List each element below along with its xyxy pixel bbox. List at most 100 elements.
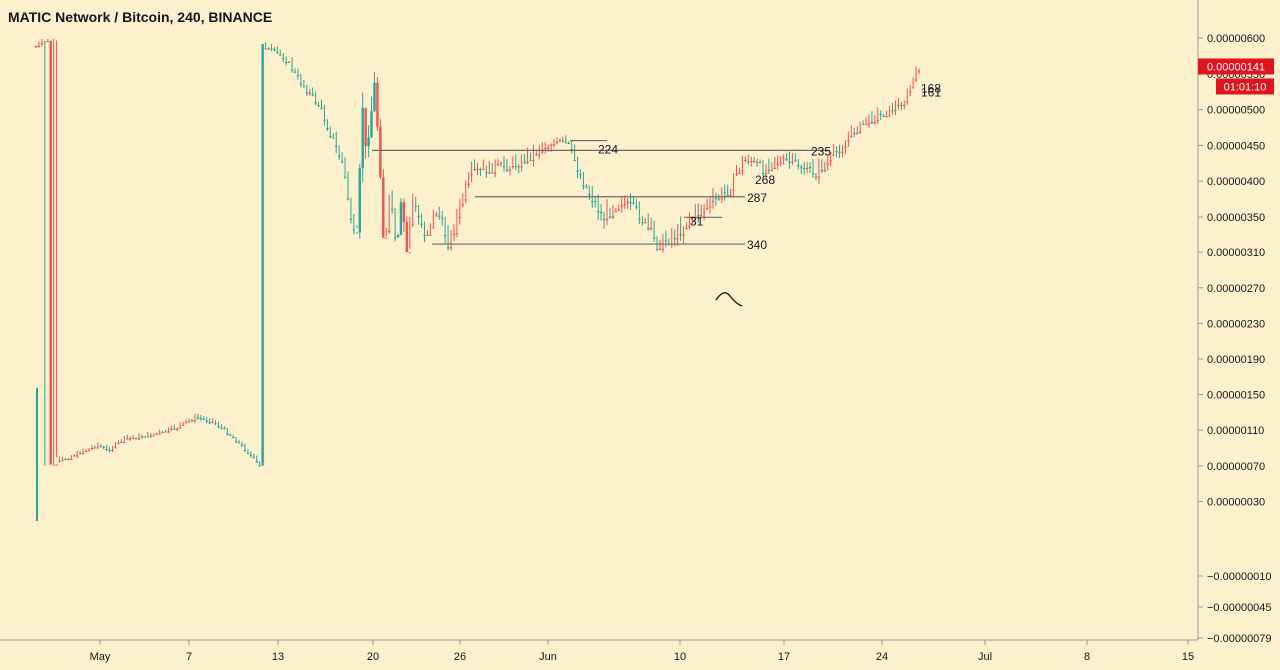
candle-body bbox=[594, 201, 597, 203]
y-tick-label: −0.00000045 bbox=[1207, 602, 1272, 614]
candle-body bbox=[220, 427, 223, 429]
candle-body bbox=[832, 154, 835, 156]
candle-body bbox=[455, 233, 459, 235]
candle-body bbox=[337, 155, 341, 157]
x-tick-label: 24 bbox=[876, 651, 888, 663]
candle-body bbox=[903, 104, 906, 106]
candle-body bbox=[370, 111, 373, 138]
candle-body bbox=[664, 240, 668, 242]
y-tick-label: 0.00000030 bbox=[1207, 496, 1265, 508]
candle-body bbox=[697, 215, 700, 217]
candle-body bbox=[84, 450, 88, 452]
candle-body bbox=[726, 195, 729, 197]
chart-title: MATIC Network / Bitcoin, 240, BINANCE bbox=[8, 9, 273, 25]
y-tick-label: 0.00000190 bbox=[1207, 354, 1265, 366]
candle-body bbox=[376, 82, 379, 127]
candle-body bbox=[199, 418, 203, 420]
candle-body bbox=[284, 61, 288, 63]
candle-body bbox=[620, 205, 623, 207]
level-label: 31 bbox=[690, 214, 704, 228]
candle-body bbox=[346, 198, 350, 200]
candle-body bbox=[652, 237, 656, 239]
candle-body bbox=[164, 431, 167, 433]
candle-body bbox=[647, 228, 650, 230]
candle-body bbox=[305, 92, 308, 94]
candle-body bbox=[541, 151, 544, 153]
candle-body bbox=[649, 228, 653, 230]
candle-body bbox=[367, 137, 370, 147]
candle-body bbox=[488, 172, 491, 174]
candle-body bbox=[567, 143, 570, 145]
candle-body bbox=[261, 43, 264, 466]
candle-body bbox=[317, 105, 320, 107]
candle-body bbox=[287, 61, 291, 63]
candle-body bbox=[735, 173, 738, 175]
candle-body bbox=[835, 151, 838, 153]
candle-body bbox=[538, 154, 541, 156]
candle-body bbox=[155, 433, 158, 435]
candle-body bbox=[779, 162, 782, 164]
candle-body bbox=[396, 234, 400, 238]
candle-body bbox=[888, 115, 891, 117]
candle-body bbox=[46, 41, 49, 43]
candle-body bbox=[626, 201, 629, 203]
candle-body bbox=[617, 209, 620, 211]
candle-body bbox=[505, 169, 509, 171]
drawing-curve[interactable] bbox=[715, 292, 743, 307]
candle-body bbox=[438, 215, 441, 217]
candle-body bbox=[694, 217, 697, 219]
candle-body bbox=[226, 433, 229, 435]
candle-body bbox=[738, 172, 741, 174]
candle-body bbox=[682, 234, 685, 236]
y-tick-label: 0.00000110 bbox=[1207, 425, 1264, 437]
candle-body bbox=[844, 146, 847, 148]
candle-body bbox=[379, 126, 382, 178]
candle-body bbox=[847, 140, 850, 142]
candle-body bbox=[176, 428, 179, 430]
candle-body bbox=[211, 422, 214, 424]
candle-body bbox=[290, 69, 294, 71]
last-price-label: 0.00000141 bbox=[1207, 61, 1265, 73]
candle-body bbox=[414, 206, 417, 208]
candle-body bbox=[867, 123, 871, 125]
candle-body bbox=[390, 208, 394, 210]
candle-body bbox=[614, 211, 618, 213]
candle-body bbox=[355, 232, 359, 234]
candle-body bbox=[78, 453, 82, 455]
level-label: 168 bbox=[921, 82, 941, 96]
candle-body bbox=[891, 110, 894, 112]
x-tick-label: 26 bbox=[454, 651, 466, 663]
candle-body bbox=[81, 453, 85, 455]
y-tick-label: 0.00000400 bbox=[1207, 176, 1265, 188]
candle-body bbox=[388, 231, 391, 233]
candle-body bbox=[126, 438, 129, 440]
candle-body bbox=[340, 161, 344, 163]
y-tick-label: 0.00000350 bbox=[1207, 212, 1265, 224]
candle-body bbox=[732, 189, 735, 191]
candle-body bbox=[229, 434, 232, 436]
y-tick-label: −0.00000079 bbox=[1207, 633, 1272, 645]
x-tick-label: 8 bbox=[1084, 651, 1090, 663]
candle-body bbox=[723, 192, 726, 194]
candle-body bbox=[853, 132, 856, 134]
candle-body bbox=[911, 87, 915, 89]
candle-body bbox=[170, 428, 173, 430]
candle-body bbox=[93, 447, 97, 449]
candle-body bbox=[102, 447, 105, 449]
candle-body bbox=[299, 83, 303, 85]
candle-body bbox=[864, 123, 868, 125]
candle-body bbox=[570, 149, 573, 151]
candle-body bbox=[591, 201, 594, 203]
countdown-badge bbox=[1216, 78, 1274, 95]
candle-body bbox=[879, 113, 882, 115]
candle-body bbox=[323, 119, 326, 121]
candle-body bbox=[629, 202, 632, 204]
candle-body bbox=[184, 422, 188, 424]
candle-body bbox=[99, 446, 102, 448]
last-price-marker: 0.00000141 01:01:10 bbox=[1198, 58, 1274, 95]
candle-body bbox=[73, 455, 76, 457]
candle-body bbox=[426, 234, 429, 236]
candle-body bbox=[788, 161, 791, 163]
